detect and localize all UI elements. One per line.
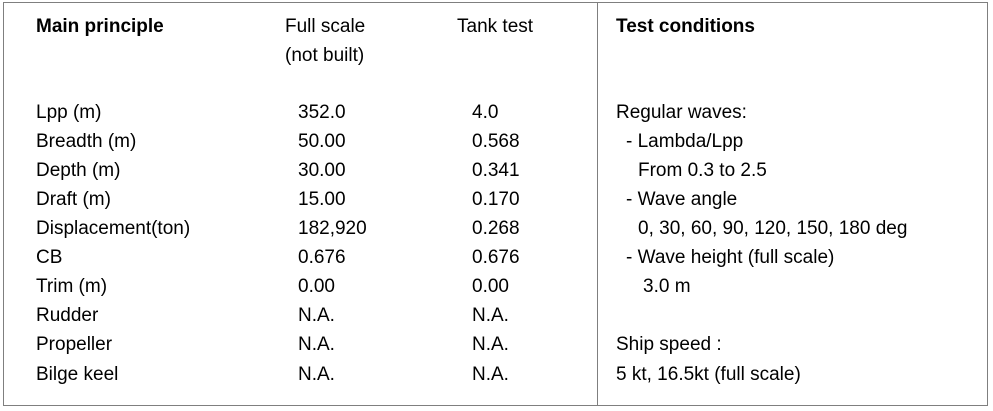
row-tank-test: N.A. xyxy=(472,334,509,355)
header-tank-test: Tank test xyxy=(457,16,534,37)
row-tank-test: 4.0 xyxy=(472,102,499,123)
row-full-scale: 0.676 xyxy=(298,247,346,268)
row-full-scale: 50.00 xyxy=(298,131,346,152)
row-full-scale: 352.0 xyxy=(298,102,346,123)
row-full-scale: N.A. xyxy=(298,364,335,385)
row-full-scale: 0.00 xyxy=(298,276,335,297)
row-tank-test: 0.676 xyxy=(472,247,520,268)
row-full-scale: N.A. xyxy=(298,334,335,355)
condition-line: Ship speed : xyxy=(616,334,722,355)
row-label: Depth (m) xyxy=(36,160,121,181)
row-tank-test: 0.170 xyxy=(472,189,520,210)
row-label: CB xyxy=(36,247,63,268)
row-tank-test: 0.00 xyxy=(472,276,509,297)
header-main-principle: Main principle xyxy=(36,16,164,37)
row-full-scale: 30.00 xyxy=(298,160,346,181)
row-tank-test: 0.568 xyxy=(472,131,520,152)
condition-line: Regular waves: xyxy=(616,102,747,123)
row-label: Trim (m) xyxy=(36,276,108,297)
condition-line: From 0.3 to 2.5 xyxy=(638,160,767,181)
row-full-scale: 182,920 xyxy=(298,218,367,239)
column-divider xyxy=(597,2,598,406)
row-label: Lpp (m) xyxy=(36,102,102,123)
condition-line: 5 kt, 16.5kt (full scale) xyxy=(616,364,801,385)
condition-line: - Wave height (full scale) xyxy=(626,247,835,268)
condition-line: 3.0 m xyxy=(643,276,691,297)
header-test-conditions: Test conditions xyxy=(616,16,755,37)
row-full-scale: 15.00 xyxy=(298,189,346,210)
row-label: Bilge keel xyxy=(36,364,119,385)
row-full-scale: N.A. xyxy=(298,305,335,326)
row-tank-test: 0.268 xyxy=(472,218,520,239)
condition-line: 0, 30, 60, 90, 120, 150, 180 deg xyxy=(638,218,908,239)
condition-line: - Lambda/Lpp xyxy=(626,131,744,152)
row-tank-test: 0.341 xyxy=(472,160,520,181)
row-tank-test: N.A. xyxy=(472,305,509,326)
row-label: Draft (m) xyxy=(36,189,111,210)
row-tank-test: N.A. xyxy=(472,364,509,385)
row-label: Breadth (m) xyxy=(36,131,137,152)
row-label: Displacement(ton) xyxy=(36,218,191,239)
header-full-scale: Full scale xyxy=(285,16,366,37)
condition-line: - Wave angle xyxy=(626,189,738,210)
row-label: Propeller xyxy=(36,334,113,355)
header-full-scale-note: (not built) xyxy=(285,45,365,66)
row-label: Rudder xyxy=(36,305,99,326)
ship-particulars-table xyxy=(3,2,988,406)
